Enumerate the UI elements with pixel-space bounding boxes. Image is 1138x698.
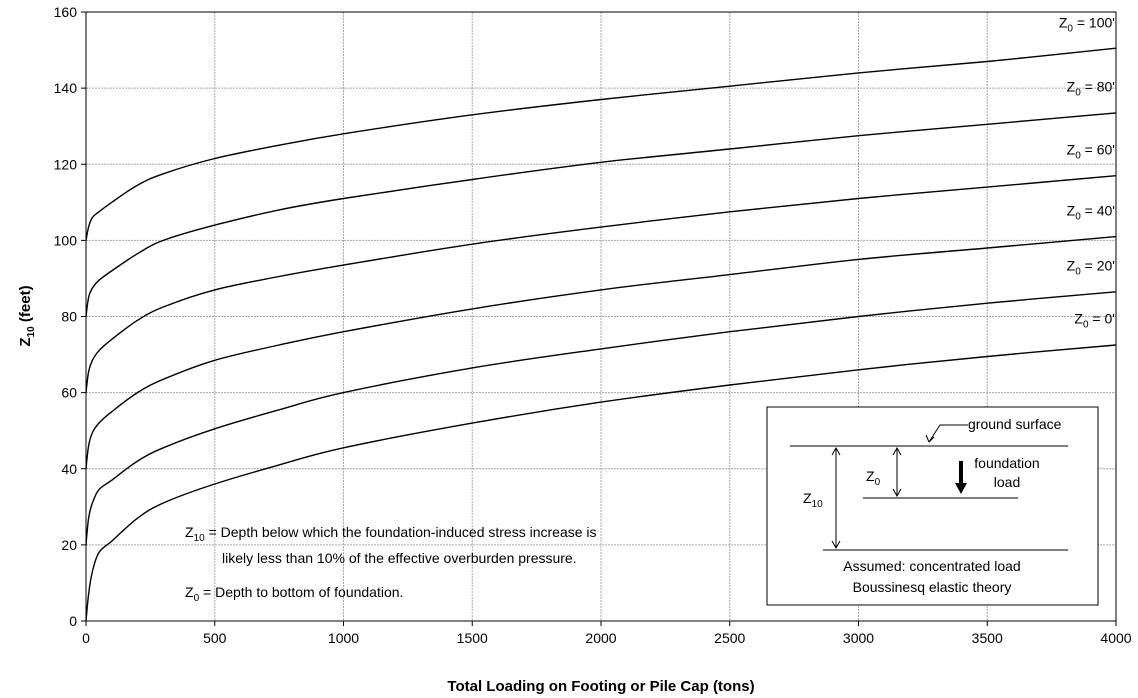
x-tick-label: 3500 [972, 630, 1003, 646]
y-tick-label: 120 [54, 156, 78, 172]
series-line-1 [85, 291, 1117, 545]
x-tick-label: 4000 [1100, 630, 1131, 646]
x-tick-label: 2000 [585, 630, 616, 646]
series-label-0: Z0 = 0' [1074, 311, 1115, 331]
axis-ticks: 0 500 1000 1500 2000 2500 3000 3500 4000 0 20 40 60 8… [54, 4, 1132, 646]
ground-surface-label: ground surface [968, 416, 1062, 432]
z10-definition-line2: likely less than 10% of the effective ov… [222, 550, 577, 566]
y-tick-label: 0 [69, 613, 77, 629]
series-line-5 [85, 47, 1117, 241]
y-axis-title: Z10 (feet) [17, 285, 37, 346]
inset-frame [766, 406, 1099, 606]
y-tick-label: 140 [54, 80, 78, 96]
series-line-3 [85, 175, 1117, 393]
inset-diagram: ground surface Z0 Z10 foundation load As… [766, 406, 1099, 606]
assumed-line1: Assumed: concentrated load [843, 558, 1020, 574]
series-label-1: Z0 = 20' [1067, 257, 1115, 277]
z0-dimension-arrows [892, 446, 902, 498]
x-tick-label: 3000 [843, 630, 874, 646]
x-tick-label: 2500 [714, 630, 745, 646]
y-tick-label: 160 [54, 4, 78, 20]
x-tick-label: 1000 [328, 630, 359, 646]
z10-dimension-arrows [831, 446, 841, 550]
y-tick-label: 60 [61, 385, 77, 401]
series-label-4: Z0 = 80' [1067, 79, 1115, 99]
foundation-load-arrow-head [955, 483, 967, 494]
series-labels: Z0 = 0' Z0 = 20' Z0 = 40' Z0 = 60' Z0 = 80' Z… [1059, 14, 1115, 330]
y-tick-label: 100 [54, 232, 78, 248]
x-tick-label: 0 [82, 630, 90, 646]
z0-definition: Z0 = Depth to bottom of foundation. [185, 584, 403, 604]
inset-z10-label: Z10 [803, 490, 823, 510]
y-tick-label: 20 [61, 537, 77, 553]
x-axis-title: Total Loading on Footing or Pile Cap (to… [447, 678, 754, 695]
ground-surface-pointer-head [925, 434, 935, 443]
ground-surface-pointer [928, 424, 968, 443]
series-label-5: Z0 = 100' [1059, 14, 1115, 34]
foundation-label-line2: load [994, 474, 1020, 490]
z10-definition-line1: Z10 = Depth below which the foundation-i… [185, 524, 597, 544]
assumed-line2: Boussinesq elastic theory [853, 579, 1012, 595]
series-line-2 [85, 235, 1117, 469]
y-tick-label: 40 [61, 461, 77, 477]
series-line-0 [85, 344, 1117, 622]
series-line-4 [85, 112, 1117, 317]
y-tick-label: 80 [61, 309, 77, 325]
series-label-3: Z0 = 60' [1067, 141, 1115, 161]
foundation-label-line1: foundation [974, 455, 1039, 471]
x-tick-label: 1500 [457, 630, 488, 646]
series-label-2: Z0 = 40' [1067, 202, 1115, 222]
series-curves [85, 47, 1117, 622]
inset-z0-label: Z0 [866, 468, 881, 488]
x-tick-label: 500 [203, 630, 227, 646]
